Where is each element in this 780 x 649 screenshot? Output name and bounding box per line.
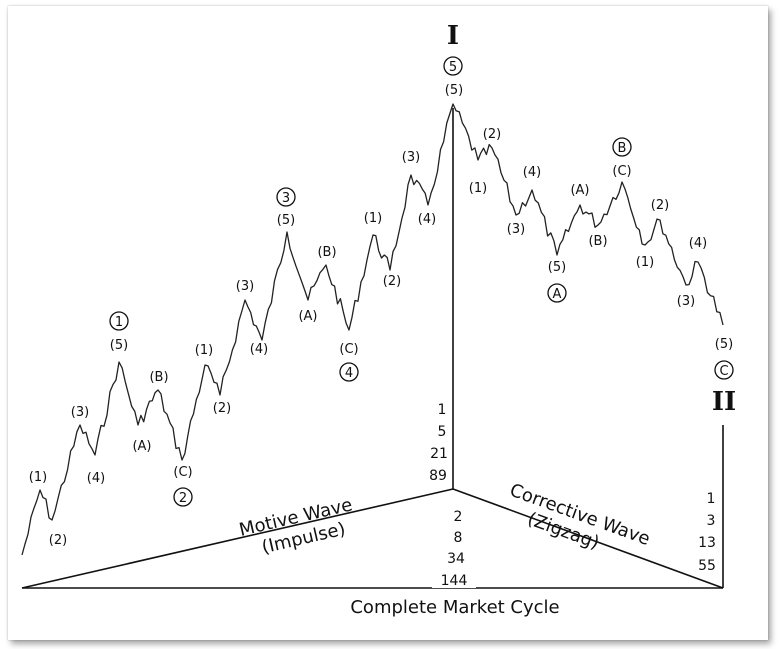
svg-text:1: 1: [115, 315, 123, 330]
right-counts: 1 3 13 55: [698, 491, 716, 574]
label-imp-13: (5): [277, 213, 295, 228]
label-imp-17: (1): [364, 211, 382, 226]
svg-text:3: 3: [282, 191, 290, 206]
label-imp-12: (4): [250, 342, 268, 357]
label-cor-12: (4): [689, 236, 707, 251]
mid-counts: 2 8 34 144: [432, 509, 476, 589]
circled-label-a: A: [547, 283, 567, 303]
count-top-1: 1: [438, 402, 447, 418]
cycle-title: Complete Market Cycle: [350, 597, 559, 618]
label-cor-3: (3): [507, 222, 525, 237]
count-right-3: 13: [698, 535, 716, 551]
label-imp-20: (4): [418, 212, 436, 227]
label-cor-1: (1): [469, 181, 487, 196]
circled-label-4: 4: [339, 362, 359, 382]
corrective-wave-labels: (1) (2) (3) (4) (5) (A) (B) (C) (1) (2) …: [469, 127, 733, 352]
label-cor-2: (2): [483, 127, 501, 142]
svg-text:B: B: [618, 141, 627, 156]
label-imp-18: (2): [383, 274, 401, 289]
svg-text:2: 2: [179, 491, 187, 506]
svg-text:A: A: [553, 287, 562, 302]
count-right-1: 1: [707, 491, 716, 507]
diagram-frame: [8, 6, 768, 640]
count-mid-1: 2: [454, 509, 463, 525]
roman-top-label: I: [447, 21, 459, 51]
label-cor-4: (4): [523, 165, 541, 180]
count-mid-4: 144: [441, 573, 468, 589]
wave-price-path: [21, 103, 724, 556]
circled-label-2: 2: [173, 487, 193, 507]
circled-label-1: 1: [109, 311, 129, 331]
label-imp-8: (C): [173, 465, 192, 480]
label-cor-7: (B): [588, 234, 607, 249]
count-mid-3: 34: [447, 551, 465, 567]
top-counts: 1 5 21 89: [429, 402, 448, 484]
label-imp-10: (2): [213, 401, 231, 416]
svg-text:C: C: [719, 364, 728, 379]
count-mid-bg: [432, 572, 476, 588]
count-right-4: 55: [698, 558, 716, 574]
label-cor-9: (1): [636, 255, 654, 270]
roman-bottom-label: II: [712, 387, 736, 417]
label-cor-11: (3): [677, 294, 695, 309]
label-cor-5: (5): [548, 260, 566, 275]
label-cor-10: (2): [651, 198, 669, 213]
circled-label-3: 3: [276, 187, 296, 207]
circled-wave-labels: 1 2 3 4 5 A B C: [109, 56, 734, 507]
label-imp-14: (A): [298, 309, 317, 324]
circled-label-c: C: [714, 360, 734, 380]
label-cor-8: (C): [612, 164, 631, 179]
label-imp-19: (3): [402, 150, 420, 165]
svg-text:4: 4: [345, 366, 353, 381]
count-top-4: 89: [429, 468, 447, 484]
circled-label-5: 5: [443, 56, 463, 76]
label-imp-3: (3): [71, 405, 89, 420]
label-imp-1: (1): [29, 470, 47, 485]
label-imp-6: (A): [132, 439, 151, 454]
count-top-2: 5: [438, 424, 447, 440]
count-top-3: 21: [430, 446, 448, 462]
label-imp-21: (5): [445, 83, 463, 98]
label-imp-2: (2): [49, 533, 67, 548]
label-cor-6: (A): [570, 183, 589, 198]
corrective-base-line: [452, 488, 724, 589]
impulse-wave-labels: (1) (2) (3) (4) (5) (A) (B) (C) (1) (2) …: [29, 83, 463, 548]
circled-label-b: B: [612, 137, 632, 157]
label-imp-11: (3): [236, 279, 254, 294]
label-imp-7: (B): [149, 370, 168, 385]
motive-base-line: [21, 488, 454, 589]
count-right-2: 3: [707, 513, 716, 529]
label-imp-4: (4): [87, 471, 105, 486]
label-imp-9: (1): [195, 343, 213, 358]
svg-text:5: 5: [449, 60, 457, 75]
label-imp-16: (C): [339, 342, 358, 357]
label-cor-13: (5): [715, 337, 733, 352]
label-imp-15: (B): [317, 245, 336, 260]
count-mid-2: 8: [454, 530, 463, 546]
label-imp-5: (5): [110, 338, 128, 353]
